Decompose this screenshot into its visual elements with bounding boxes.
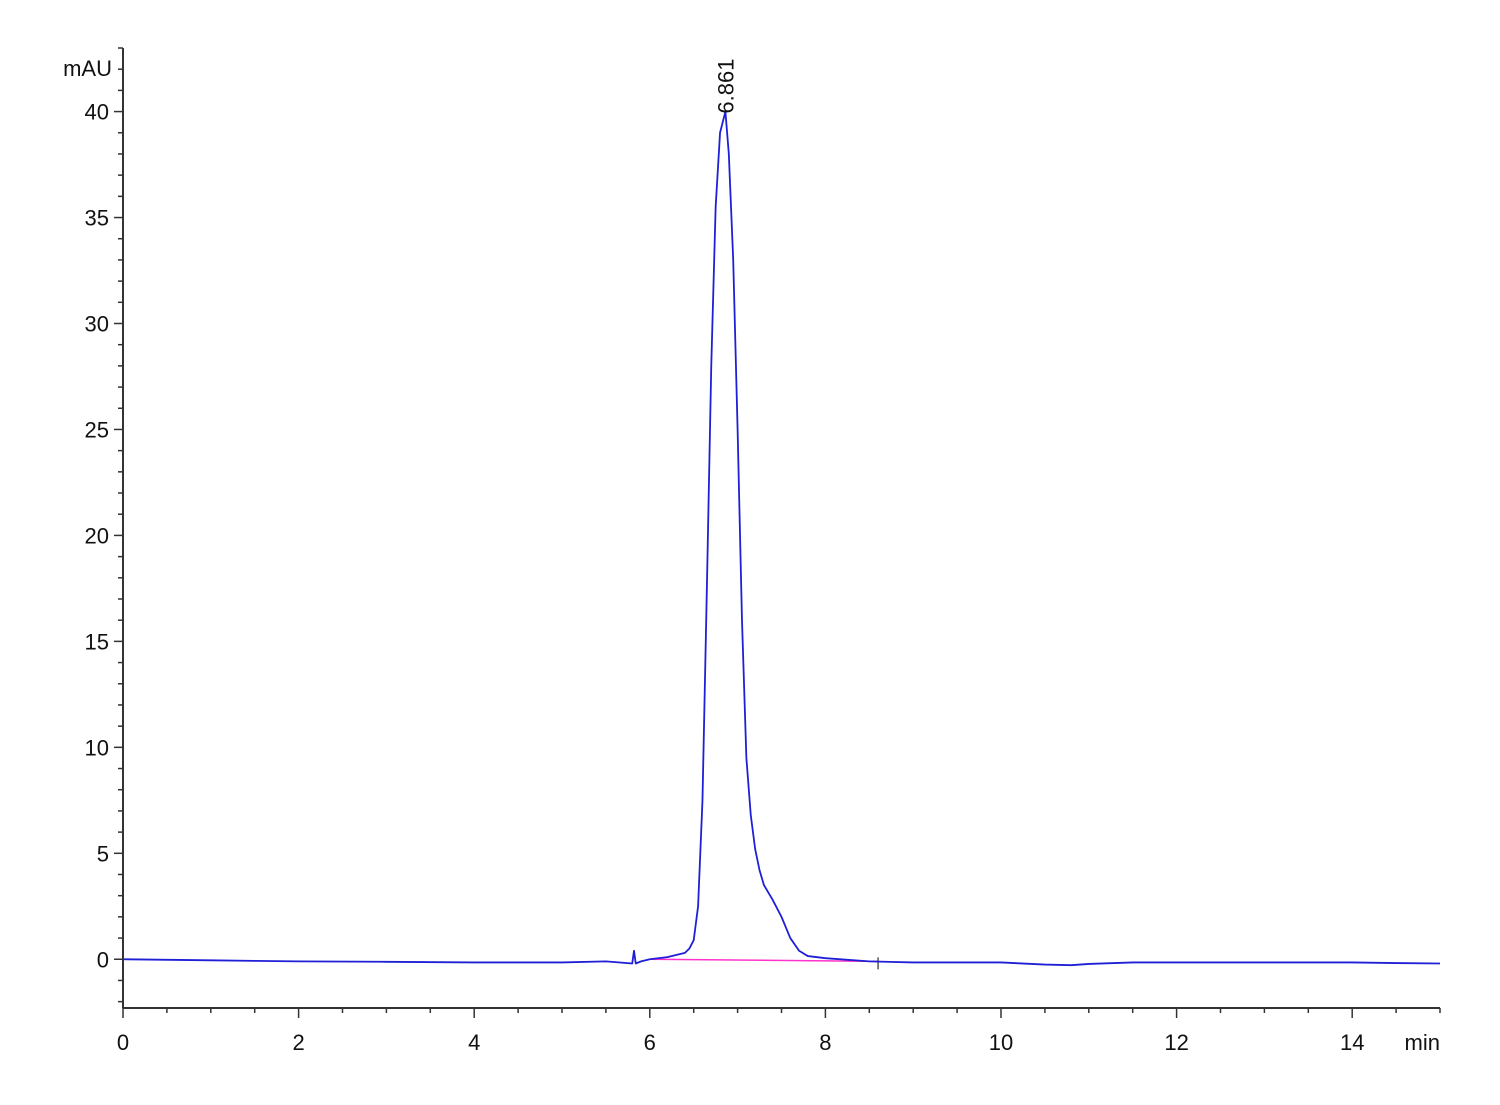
x-tick-label: 4 (468, 1030, 480, 1055)
series-layer (122, 110, 1441, 967)
x-axis-title: min (1405, 1030, 1440, 1055)
x-tick-label: 6 (644, 1030, 656, 1055)
ticks-layer: 0 5 10 15 20 25 30 35 40 0 2 4 6 8 10 12 14 (85, 47, 1441, 1055)
y-tick-label: 20 (85, 523, 109, 548)
y-tick-label: 35 (85, 206, 109, 231)
x-tick-label: 8 (819, 1030, 831, 1055)
axes-layer (122, 48, 1440, 1009)
x-tick-label: 10 (989, 1030, 1013, 1055)
x-tick-label: 14 (1340, 1030, 1364, 1055)
y-tick-label: 30 (85, 311, 109, 336)
y-tick-label: 40 (85, 100, 109, 125)
y-tick-label: 5 (97, 841, 109, 866)
y-tick-label: 10 (85, 735, 109, 760)
y-tick-label: 15 (85, 629, 109, 654)
x-tick-label: 2 (292, 1030, 304, 1055)
y-tick-label: 0 (97, 947, 109, 972)
integration-baseline (649, 958, 879, 963)
y-tick-label: 25 (85, 417, 109, 442)
baseline-layer (649, 957, 879, 970)
signal-trace (122, 110, 1441, 967)
x-tick-label: 12 (1164, 1030, 1188, 1055)
y-axis-title: mAU (63, 56, 112, 81)
x-tick-label: 0 (117, 1030, 129, 1055)
labels-layer: mAU min 6.861 (63, 56, 1440, 1055)
peak-retention-label: 6.861 (713, 59, 738, 114)
